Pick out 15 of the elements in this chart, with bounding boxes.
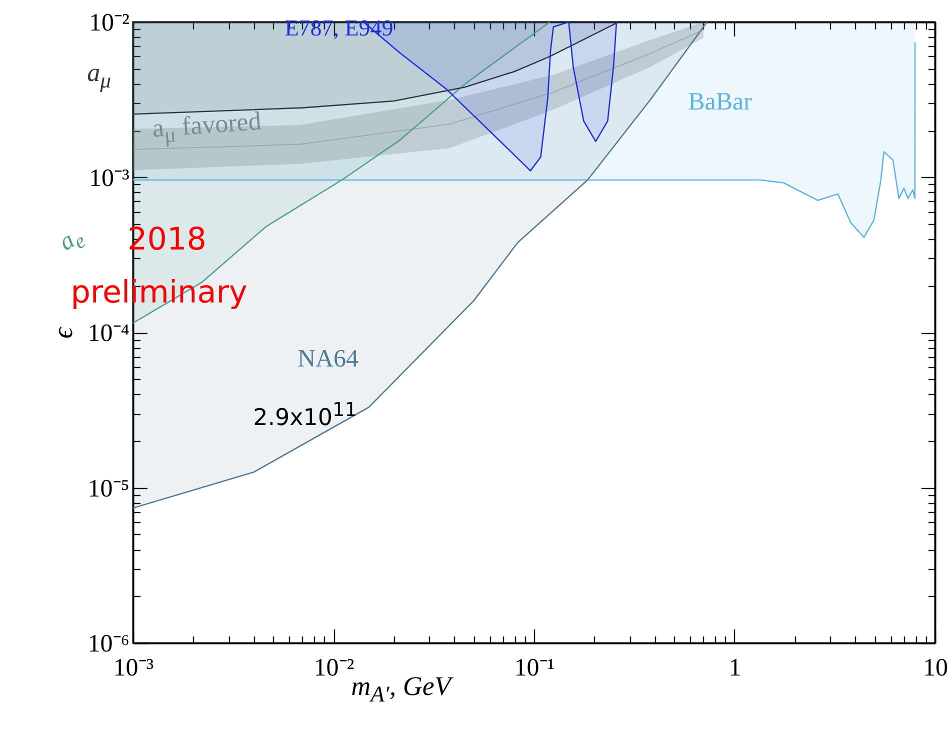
y-tick-label: 10⁻⁶	[88, 630, 130, 658]
annotation: 2.9x10$^{11}$	[253, 398, 357, 431]
y-tick-label: 10⁻⁴	[88, 320, 130, 347]
series-label: a$_{μ}$ favored	[151, 106, 263, 148]
y-tick-label: 10⁻²	[89, 10, 130, 36]
x-tick-label: 10	[923, 654, 948, 682]
series-label: a$_{μ}$	[87, 58, 111, 92]
x-tick-label: 10⁻¹	[514, 654, 555, 682]
text: BaBar	[688, 88, 752, 116]
y-axis-title: ϵ	[48, 326, 79, 339]
series-label: NA64	[297, 346, 359, 372]
y-tick-label: 10⁻⁵	[88, 475, 130, 502]
x-tick-label: 1	[728, 654, 742, 682]
y-tick-label: 10⁻³	[89, 164, 130, 192]
x-tick-label: 10⁻³	[113, 654, 154, 682]
